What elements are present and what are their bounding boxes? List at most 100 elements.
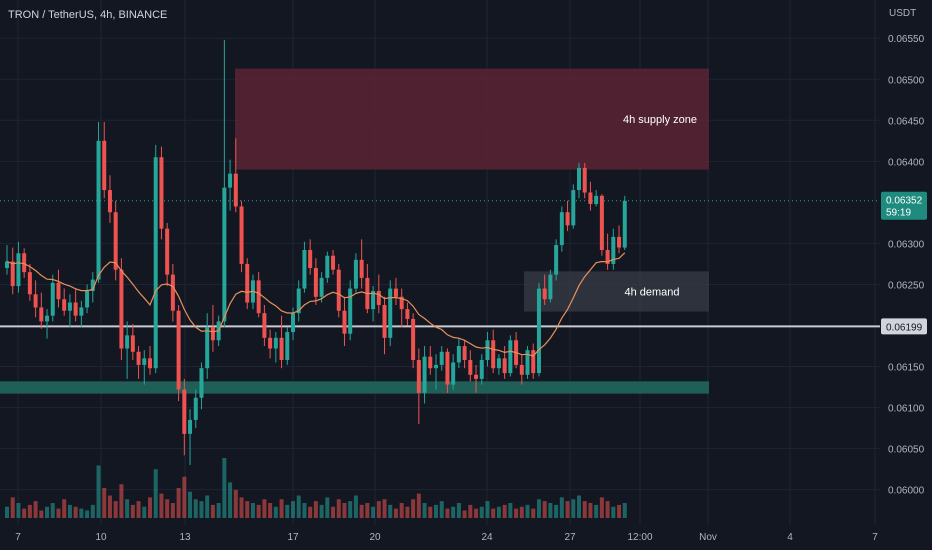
volume-bar [90,504,95,518]
candle-body [256,280,261,314]
candle-body [210,327,215,341]
candle-body [617,236,622,248]
volume-bar [22,508,27,518]
candle-body [582,167,587,193]
x-tick-label: 4 [787,532,793,543]
candle-body [382,304,387,338]
demand-zone-label: 4h demand [624,286,679,298]
volume-bar [331,506,336,518]
volume-bar [136,501,141,518]
volume-bar [165,499,170,518]
candle-body [107,190,112,213]
candle-body [10,261,15,287]
candle-body [119,269,124,349]
volume-bar [491,508,496,518]
candle-body [102,140,107,191]
volume-bar [577,495,581,518]
volume-bar [308,506,313,518]
support-band [0,381,709,394]
candle-body [142,358,147,365]
candle-body [308,249,313,269]
volume-bar [56,508,61,518]
volume-bar [496,506,501,518]
candle-body [508,340,513,374]
volume-bar [216,503,221,518]
candle-body [182,389,187,434]
candle-body [399,296,404,310]
volume-bar [411,499,416,518]
demand-zone-box [524,271,709,312]
volume-bar [462,510,467,518]
candle-body [159,157,164,229]
candle-body [519,364,524,375]
volume-bar [525,504,530,518]
volume-bar [451,506,456,518]
candle-body [445,351,450,385]
volume-bar [376,501,381,518]
volume-bar [617,504,622,518]
volume-bar [142,506,147,518]
candle-body [531,350,536,374]
volume-bar [296,495,301,518]
x-tick-label: 24 [481,532,493,543]
volume-bar [445,508,450,518]
candle-body [170,274,175,311]
candle-body [496,358,501,369]
volume-bar [353,495,358,518]
volume-bar [262,499,267,518]
volume-bar [205,495,210,518]
volume-bar [62,499,67,518]
candle-body [125,335,130,349]
current-price-tag [881,191,927,220]
candle-body [245,263,250,303]
volume-bar [599,497,604,518]
volume-bar [605,501,610,518]
volume-bar [125,499,130,518]
candle-body [622,200,627,248]
candle-body [491,340,496,369]
volume-bar [531,508,536,518]
candle-body [605,249,610,264]
candle-body [96,140,101,280]
volume-bar [153,469,158,518]
volume-bar [193,499,198,518]
candle-body [22,253,27,273]
volume-bar [16,503,21,518]
candle-body [176,310,181,390]
candle-body [73,302,78,316]
candle-body [331,255,336,270]
symbol-title[interactable]: TRON / TetherUS, 4h, BINANCE [8,9,168,21]
candle-body [262,313,267,338]
volume-bar [182,476,187,518]
volume-bar [27,504,32,518]
volume-bar [302,503,307,518]
volume-bar [611,506,616,518]
volume-bar [233,489,238,518]
candle-body [39,307,44,322]
candle-body [199,368,204,398]
volume-bar [439,501,444,518]
candle-body [193,397,198,420]
x-tick-label: 7 [15,532,21,543]
volume-bar [199,501,204,518]
y-tick-label: 0.06550 [888,34,925,45]
moving-average-line [6,252,626,357]
candle-body [67,302,72,311]
candle-body [325,255,330,278]
y-tick-label: 0.06300 [888,239,925,250]
volume-bar [10,497,15,518]
candle-body [285,332,290,360]
y-tick-label: 0.06050 [888,445,925,456]
candle-body [536,288,541,374]
volume-bar [268,503,273,518]
volume-bar [148,497,152,518]
x-tick-label: 27 [564,532,576,543]
candle-body [405,309,410,319]
volume-bar [382,499,387,518]
volume-bar [548,503,553,518]
candle-body [56,282,61,300]
horizontal-line-tag [881,318,927,335]
candle-body [273,337,278,349]
